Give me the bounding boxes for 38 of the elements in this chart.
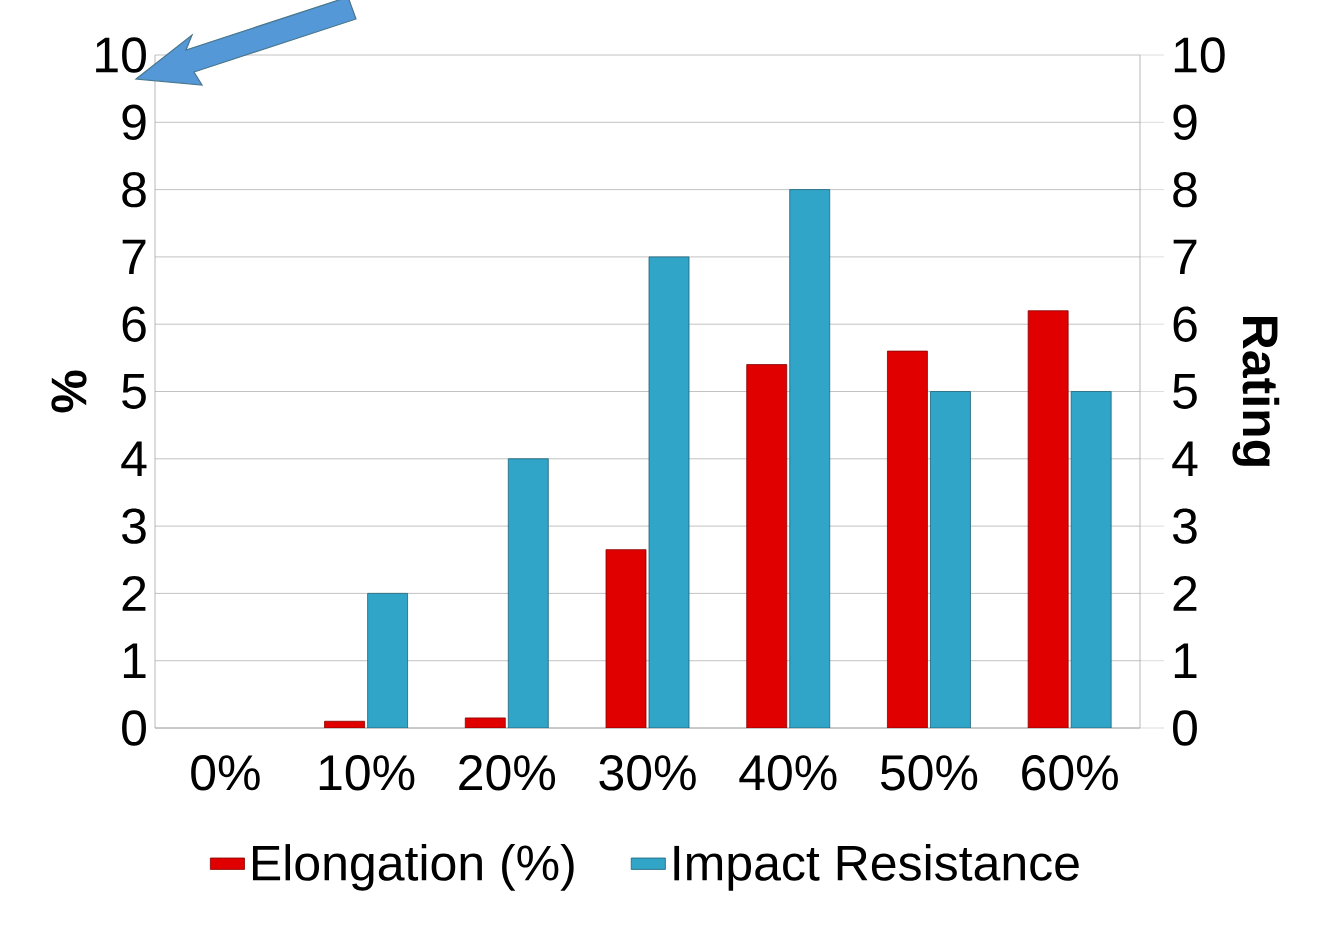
x-tick-label: 30% xyxy=(599,755,696,791)
y-tick-label: 8 xyxy=(122,171,146,208)
legend-label: Elongation (%) xyxy=(253,844,574,891)
x-tick-label: 60% xyxy=(1022,755,1118,791)
y2-tick-label: 0 xyxy=(1173,710,1197,746)
y2-tick-label: 1 xyxy=(1174,643,1197,678)
y2-tick-label: 6 xyxy=(1173,306,1197,342)
y2-tick-label: 4 xyxy=(1172,441,1198,476)
bar xyxy=(648,256,690,728)
y-tick-label: 7 xyxy=(122,239,146,275)
x-tick-label: 0% xyxy=(191,755,260,791)
bar xyxy=(464,717,506,728)
bar xyxy=(367,593,408,728)
y-axis-title: % xyxy=(51,370,87,413)
x-tick-label: 10% xyxy=(319,755,415,791)
x-tick-label: 50% xyxy=(880,755,978,791)
y-tick-label: 1 xyxy=(123,643,146,678)
y2-tick-label: 3 xyxy=(1172,508,1197,544)
y2-axis-title: Rating xyxy=(1232,317,1280,466)
y2-tick-label: 7 xyxy=(1173,239,1197,275)
legend-label: Impact Resistance xyxy=(674,844,1079,891)
y2-tick-label: 10 xyxy=(1174,37,1225,73)
y-tick-label: 5 xyxy=(122,374,146,409)
y-tick-label: 0 xyxy=(122,710,146,746)
y-tick-label: 4 xyxy=(121,441,147,476)
x-tick-label: 40% xyxy=(739,755,837,791)
y-tick-label: 10 xyxy=(96,37,146,73)
y2-tick-label: 9 xyxy=(1173,104,1197,141)
y-tick-label: 2 xyxy=(122,575,146,611)
y-tick-label: 9 xyxy=(122,104,146,141)
bar xyxy=(324,720,365,728)
bar xyxy=(507,458,549,728)
y2-tick-label: 5 xyxy=(1173,374,1197,409)
y2-tick-label: 2 xyxy=(1173,575,1197,611)
y-tick-label: 3 xyxy=(122,508,146,544)
y-tick-label: 6 xyxy=(122,306,146,342)
y2-tick-label: 8 xyxy=(1173,171,1197,208)
x-tick-label: 20% xyxy=(459,755,556,791)
